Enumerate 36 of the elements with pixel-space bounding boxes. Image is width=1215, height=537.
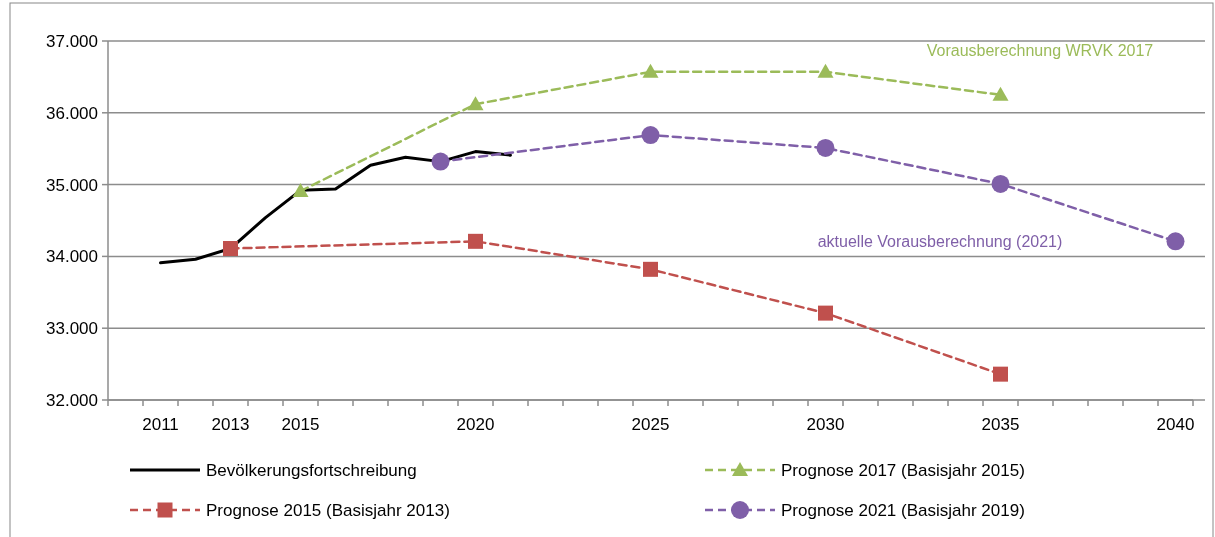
x-tick-label: 2030 bbox=[806, 415, 845, 434]
point bbox=[431, 152, 450, 171]
annotation: aktuelle Vorausberechnung (2021) bbox=[817, 232, 1063, 250]
point bbox=[643, 261, 658, 277]
point bbox=[993, 366, 1008, 382]
point bbox=[641, 126, 660, 145]
point bbox=[817, 63, 834, 78]
legend-label: Bevölkerungsfortschreibung bbox=[206, 460, 417, 480]
point bbox=[816, 138, 835, 157]
x-tick-label: 2015 bbox=[281, 415, 320, 434]
x-tick-label: 2035 bbox=[981, 415, 1020, 434]
y-tick-label: 32.000 bbox=[46, 390, 98, 410]
point bbox=[292, 183, 309, 198]
y-tick-label: 36.000 bbox=[46, 103, 98, 123]
point bbox=[467, 96, 484, 111]
point bbox=[818, 305, 833, 321]
x-tick-label: 2013 bbox=[211, 415, 250, 434]
y-tick-label: 33.000 bbox=[46, 319, 98, 339]
y-tick-label: 35.000 bbox=[46, 175, 98, 195]
point bbox=[223, 241, 238, 256]
x-tick-label: 2040 bbox=[1156, 415, 1195, 434]
annotation: Vorausberechnung WRVK 2017 bbox=[926, 41, 1154, 59]
point bbox=[468, 233, 483, 249]
point bbox=[992, 86, 1009, 101]
x-tick-label: 2011 bbox=[142, 415, 179, 434]
x-tick-label: 2025 bbox=[631, 415, 670, 434]
y-tick-label: 34.000 bbox=[46, 247, 98, 267]
legend-label: Prognose 2021 (Basisjahr 2019) bbox=[781, 500, 1025, 520]
legend-label: Prognose 2015 (Basisjahr 2013) bbox=[206, 500, 450, 520]
x-tick-label: 2020 bbox=[456, 415, 495, 434]
legend-label: Prognose 2017 (Basisjahr 2015) bbox=[781, 460, 1025, 480]
line-series bbox=[159, 150, 512, 265]
point bbox=[1166, 232, 1185, 251]
point bbox=[991, 174, 1010, 193]
point bbox=[642, 63, 659, 78]
y-tick-label: 37.000 bbox=[46, 31, 98, 51]
